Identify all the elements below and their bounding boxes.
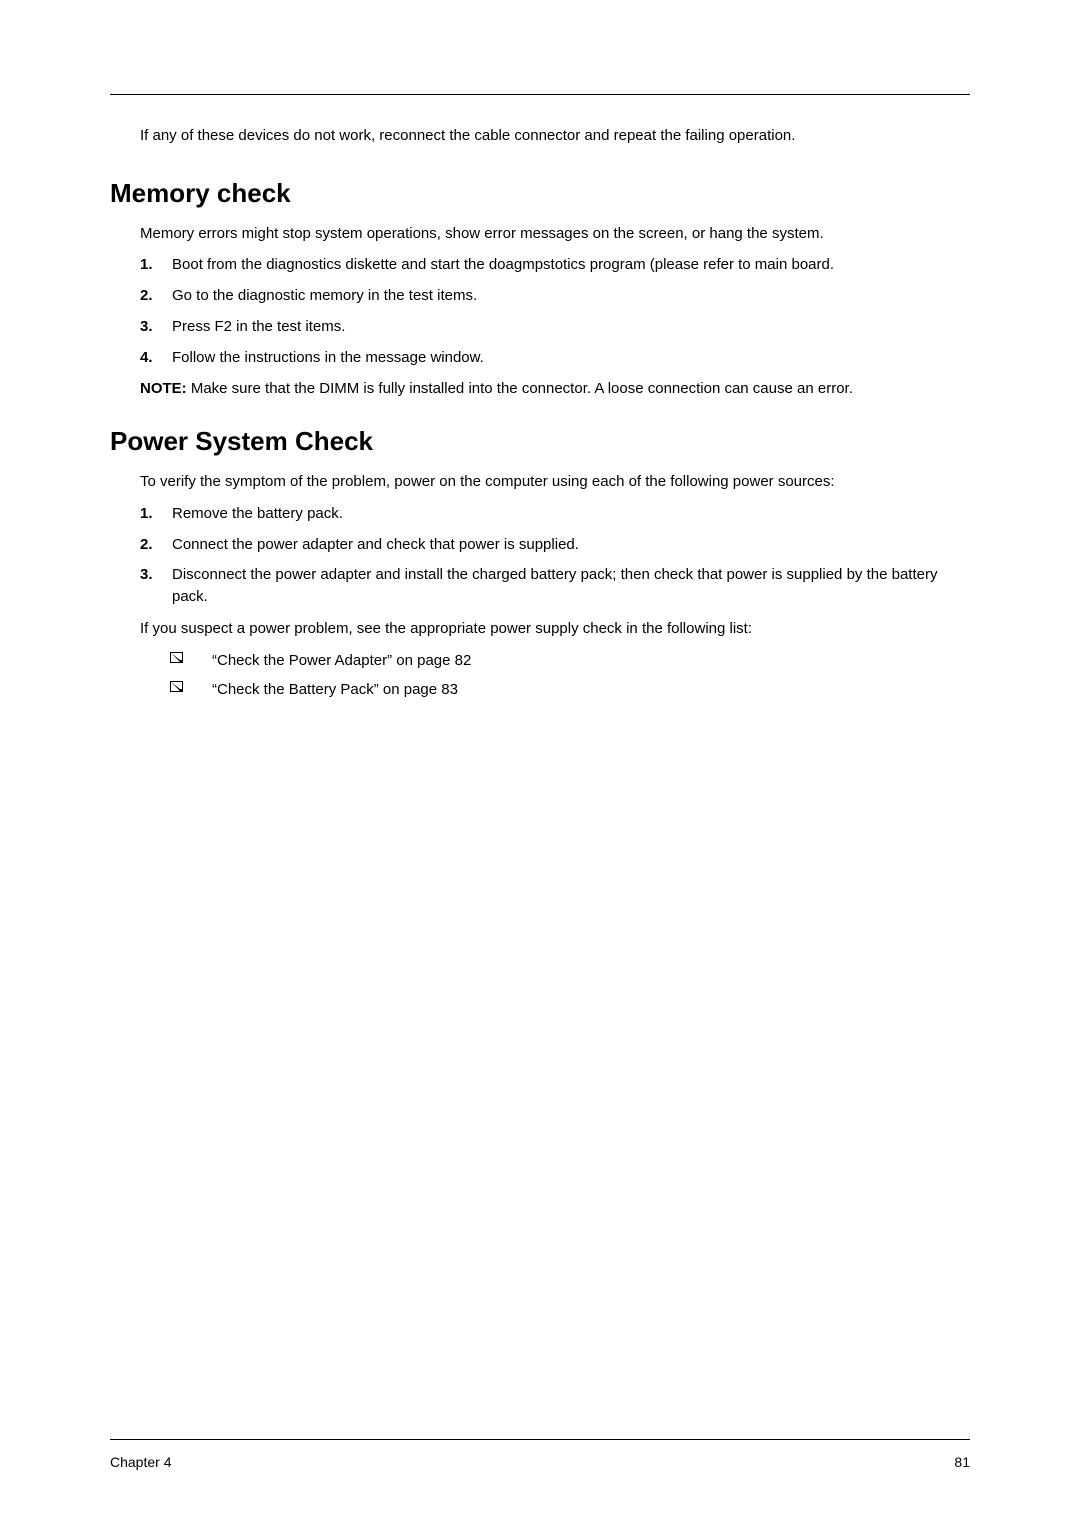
list-text: Press F2 in the test items. [172,316,970,338]
memory-check-body: Memory errors might stop system operatio… [140,223,970,245]
note-body: Make sure that the DIMM is fully install… [187,380,853,397]
power-check-after: If you suspect a power problem, see the … [140,618,970,640]
bullet-item: “Check the Power Adapter” on page 82 [170,650,970,672]
power-check-heading: Power System Check [110,426,970,457]
checkbox-icon [170,650,212,663]
power-check-steps: 1. Remove the battery pack. 2. Connect t… [140,503,970,608]
list-number: 4. [140,347,172,369]
power-check-body: To verify the symptom of the problem, po… [140,471,970,493]
list-item: 1. Boot from the diagnostics diskette an… [140,254,970,276]
page-container: If any of these devices do not work, rec… [0,0,1080,1528]
footer-page-number: 81 [954,1454,970,1470]
bullet-text: “Check the Power Adapter” on page 82 [212,650,970,672]
list-text: Follow the instructions in the message w… [172,347,970,369]
list-item: 2. Connect the power adapter and check t… [140,534,970,556]
memory-check-note: NOTE: Make sure that the DIMM is fully i… [140,378,970,400]
checkbox-icon [170,679,212,692]
list-item: 3. Press F2 in the test items. [140,316,970,338]
list-number: 2. [140,285,172,307]
note-label: NOTE: [140,380,187,397]
memory-check-steps: 1. Boot from the diagnostics diskette an… [140,254,970,368]
list-number: 2. [140,534,172,556]
list-text: Go to the diagnostic memory in the test … [172,285,970,307]
memory-check-heading: Memory check [110,178,970,209]
list-item: 4. Follow the instructions in the messag… [140,347,970,369]
list-number: 3. [140,316,172,338]
page-footer: Chapter 4 81 [110,1454,970,1470]
bullet-text: “Check the Battery Pack” on page 83 [212,679,970,701]
list-text: Remove the battery pack. [172,503,970,525]
list-number: 1. [140,254,172,276]
list-text: Connect the power adapter and check that… [172,534,970,556]
footer-chapter: Chapter 4 [110,1454,171,1470]
list-text: Boot from the diagnostics diskette and s… [172,254,970,276]
list-item: 1. Remove the battery pack. [140,503,970,525]
list-number: 3. [140,564,172,608]
list-item: 2. Go to the diagnostic memory in the te… [140,285,970,307]
top-rule [110,94,970,95]
bullet-item: “Check the Battery Pack” on page 83 [170,679,970,701]
list-item: 3. Disconnect the power adapter and inst… [140,564,970,608]
list-text: Disconnect the power adapter and install… [172,564,970,608]
bottom-rule [110,1439,970,1440]
list-number: 1. [140,503,172,525]
bullet-list: “Check the Power Adapter” on page 82 “Ch… [170,650,970,702]
intro-paragraph: If any of these devices do not work, rec… [140,125,970,148]
